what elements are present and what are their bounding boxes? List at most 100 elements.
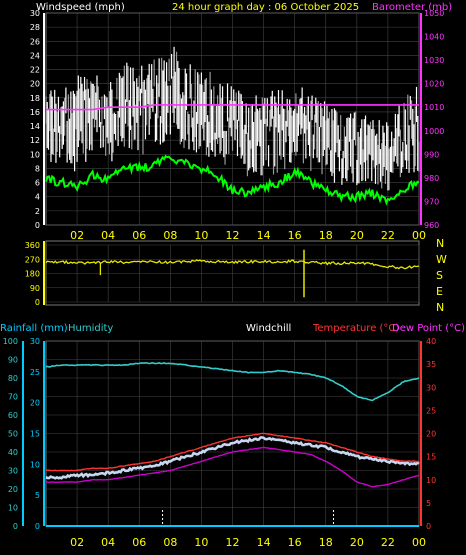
x-tick-label: 02 bbox=[70, 536, 84, 549]
x-tick-label: 16 bbox=[288, 536, 302, 549]
barometer-tick-label: 1020 bbox=[424, 80, 444, 89]
barometer-line bbox=[46, 104, 419, 111]
direction-tick-label: 90 bbox=[30, 284, 40, 293]
dew-point-c-line bbox=[45, 446, 420, 488]
temperature-humidity-panel: 0 10 20 30 40 50 60 70 80 90 100 0 5 10 15 20 25 30 0 5 10… bbox=[3, 337, 436, 549]
barometer-tick-label: 960 bbox=[424, 221, 439, 230]
windspeed-tick-label: 22 bbox=[30, 66, 40, 75]
temperature-c-line bbox=[45, 432, 420, 472]
windspeed-tick-label: 2 bbox=[35, 207, 40, 216]
x-tick-label: 10 bbox=[194, 536, 208, 549]
temperature-tick-label: 30 bbox=[426, 383, 436, 392]
x-tick-label: 14 bbox=[257, 536, 271, 549]
temperature-tick-label: 20 bbox=[426, 430, 436, 439]
windspeed-tick-label: 10 bbox=[30, 150, 40, 159]
x-tick-label: 22 bbox=[381, 229, 395, 242]
x-tick-label: 20 bbox=[350, 229, 364, 242]
windspeed-tick-label: 30 bbox=[30, 9, 40, 18]
panel-3-x-axis: 02 04 06 08 10 12 14 16 18 20 22 00 bbox=[70, 536, 426, 549]
barometer-title: Barometer (mb) bbox=[372, 2, 452, 13]
x-tick-label: 00 bbox=[412, 229, 426, 242]
humidity-tick-label: 40 bbox=[8, 448, 18, 457]
temperature-tick-label: 35 bbox=[426, 360, 436, 369]
temperature-tick-label: 15 bbox=[426, 453, 436, 462]
x-tick-label: 02 bbox=[70, 229, 84, 242]
rainfall-title: Rainfall (mm) bbox=[0, 323, 68, 334]
temperature-tick-label: 40 bbox=[426, 337, 436, 346]
humidity-tick-label: 80 bbox=[8, 374, 18, 383]
barometer-tick-label: 980 bbox=[424, 174, 439, 183]
x-tick-label: 00 bbox=[412, 536, 426, 549]
barometer-tick-label: 1000 bbox=[424, 127, 444, 136]
humidity-tick-label: 60 bbox=[8, 411, 18, 420]
humidity-tick-label: 100 bbox=[3, 337, 18, 346]
humidity-tick-label: 70 bbox=[8, 393, 18, 402]
humidity-tick-label: 50 bbox=[8, 430, 18, 439]
x-tick-label: 06 bbox=[132, 229, 146, 242]
panel-3-grid bbox=[46, 340, 420, 527]
x-tick-label: 16 bbox=[288, 229, 302, 242]
direction-tick-label: 0 bbox=[35, 298, 40, 307]
panel-2-lines bbox=[45, 249, 420, 298]
x-tick-label: 10 bbox=[194, 229, 208, 242]
windspeed-tick-label: 0 bbox=[35, 221, 40, 230]
x-tick-label: 14 bbox=[257, 229, 271, 242]
wind-average-line bbox=[45, 154, 420, 206]
windspeed-tick-label: 24 bbox=[30, 51, 40, 60]
humidity-tick-label: 0 bbox=[13, 522, 18, 531]
humidity-tick-label: 20 bbox=[8, 485, 18, 494]
dewpoint-title: Dew Point (°C) bbox=[392, 323, 465, 334]
windspeed-tick-label: 20 bbox=[30, 80, 40, 89]
rainfall-axis: 0 5 10 15 20 25 30 bbox=[30, 337, 45, 531]
windchill-title: Windchill bbox=[246, 323, 291, 334]
barometer-tick-label: 1040 bbox=[424, 33, 444, 42]
rainfall-tick-label: 30 bbox=[30, 337, 40, 346]
windchill-line bbox=[45, 436, 420, 480]
humidity-tick-label: 30 bbox=[8, 467, 18, 476]
x-tick-label: 12 bbox=[226, 536, 240, 549]
temperature-tick-label: 5 bbox=[426, 499, 431, 508]
rainfall-tick-label: 20 bbox=[30, 399, 40, 408]
temperature-tick-label: 10 bbox=[426, 476, 436, 485]
barometer-tick-label: 970 bbox=[424, 197, 439, 206]
x-tick-label: 08 bbox=[163, 536, 177, 549]
windspeed-tick-label: 16 bbox=[30, 108, 40, 117]
panel-1-lines bbox=[45, 104, 420, 206]
temperature-axis: 0 5 10 15 20 25 30 35 40 bbox=[420, 337, 436, 531]
x-tick-label: 04 bbox=[101, 229, 115, 242]
graph-day-title: 24 hour graph day : 06 October 2025 bbox=[172, 2, 359, 13]
windspeed-title: Windspeed (mph) bbox=[36, 2, 125, 13]
x-tick-label: 04 bbox=[101, 536, 115, 549]
windspeed-tick-label: 6 bbox=[35, 179, 40, 188]
humidity-title: Humidity bbox=[68, 323, 113, 334]
humidity-line bbox=[45, 362, 420, 402]
barometer-tick-label: 990 bbox=[424, 150, 439, 159]
windspeed-tick-label: 28 bbox=[30, 23, 40, 32]
windspeed-tick-label: 8 bbox=[35, 164, 40, 173]
humidity-axis: 0 10 20 30 40 50 60 70 80 90 100 bbox=[3, 337, 24, 531]
x-tick-label: 08 bbox=[163, 229, 177, 242]
temperature-tick-label: 0 bbox=[426, 522, 431, 531]
rainfall-tick-label: 10 bbox=[30, 460, 40, 469]
windspeed-tick-label: 18 bbox=[30, 94, 40, 103]
humidity-tick-label: 10 bbox=[8, 504, 18, 513]
compass-label: S bbox=[436, 269, 443, 282]
panel-1-x-axis: 02 04 06 08 10 12 14 16 18 20 22 00 bbox=[70, 229, 426, 242]
rainfall-tick-label: 5 bbox=[35, 491, 40, 500]
rainfall-tick-label: 0 bbox=[35, 522, 40, 531]
windspeed-tick-label: 12 bbox=[30, 136, 40, 145]
compass-label: N bbox=[436, 301, 444, 314]
compass-label: N bbox=[436, 237, 444, 250]
windspeed-tick-label: 4 bbox=[35, 193, 40, 202]
direction-axis: 0 90 180 270 360 bbox=[25, 241, 45, 307]
x-tick-label: 18 bbox=[319, 536, 333, 549]
panel-2-grid bbox=[46, 244, 420, 303]
barometer-axis: 960 970 980 990 1000 1010 1020 1030 1040 1050 bbox=[420, 9, 444, 230]
direction-tick-label: 180 bbox=[25, 270, 40, 279]
rainfall-tick-label: 15 bbox=[30, 430, 40, 439]
direction-tick-label: 270 bbox=[25, 255, 40, 264]
rainfall-tick-label: 25 bbox=[30, 368, 40, 377]
